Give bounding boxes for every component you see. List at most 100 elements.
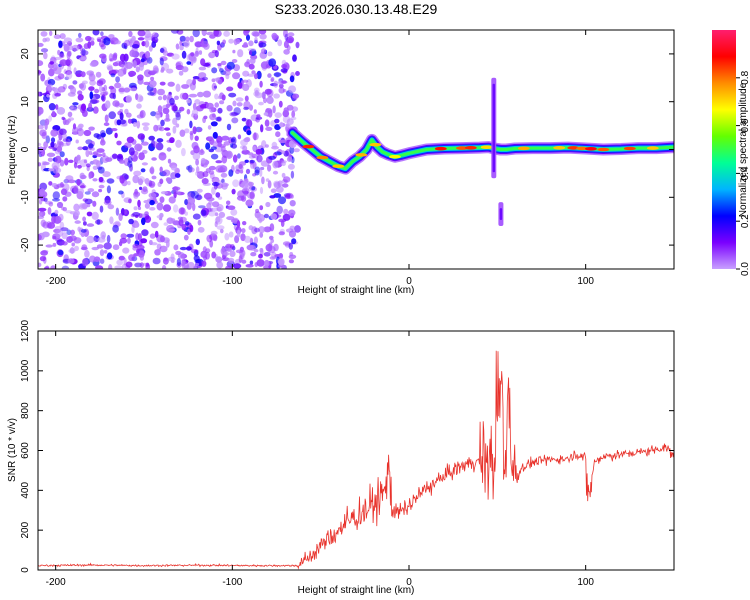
noise-blob — [259, 168, 263, 177]
noise-blob — [118, 190, 124, 195]
noise-blob — [55, 104, 59, 110]
snr-series — [38, 350, 674, 570]
noise-blob — [281, 172, 286, 178]
noise-blob — [210, 146, 217, 150]
noise-blob — [149, 70, 158, 74]
noise-blob — [160, 119, 165, 127]
noise-blob — [167, 95, 172, 99]
noise-blob — [235, 169, 241, 175]
noise-blob — [141, 162, 148, 166]
noise-blob — [253, 109, 257, 114]
snr-ytick-label: 0 — [20, 567, 31, 573]
noise-blob — [173, 191, 177, 199]
noise-blob — [256, 154, 263, 163]
snr-xtick-label: 0 — [406, 577, 412, 588]
noise-blob — [228, 231, 234, 238]
noise-blob — [244, 235, 252, 243]
noise-blob — [212, 131, 218, 139]
noise-blob — [104, 114, 109, 123]
noise-blob — [48, 103, 56, 111]
noise-blob — [244, 159, 249, 163]
noise-blob — [114, 220, 121, 225]
noise-blob — [160, 191, 169, 195]
noise-blob — [254, 166, 261, 174]
noise-blob — [45, 85, 53, 93]
noise-blob — [283, 176, 291, 183]
snr-ylabel: SNR (10 * v/v) — [7, 418, 18, 482]
colorbar-tick-label: 0.2 — [740, 214, 750, 228]
noise-blob — [128, 254, 135, 262]
noise-blob — [39, 129, 47, 137]
noise-blob — [143, 81, 151, 86]
noise-blob — [181, 66, 189, 73]
noise-blob — [67, 258, 75, 264]
noise-blob — [70, 185, 78, 193]
noise-blob — [278, 87, 285, 94]
noise-blob — [141, 141, 149, 146]
noise-blob — [48, 202, 54, 207]
noise-blob — [248, 40, 254, 47]
noise-blob — [291, 106, 299, 112]
noise-blob — [47, 78, 56, 86]
noise-blob — [281, 150, 285, 155]
noise-blob — [192, 202, 196, 212]
noise-blob — [85, 149, 90, 158]
noise-blob — [189, 132, 194, 141]
noise-blob — [151, 41, 157, 48]
noise-blob — [172, 220, 181, 226]
noise-blob — [77, 94, 84, 101]
noise-blob — [264, 88, 272, 95]
noise-blob — [43, 197, 48, 202]
noise-blob — [278, 83, 284, 89]
noise-blob — [112, 62, 119, 67]
noise-blob — [267, 73, 272, 78]
noise-blob — [91, 211, 99, 220]
noise-blob — [200, 157, 206, 164]
noise-blob — [149, 207, 156, 211]
noise-blob — [188, 167, 195, 173]
noise-blob — [253, 249, 259, 253]
noise-blob — [56, 145, 63, 153]
noise-blob — [268, 58, 277, 67]
noise-blob — [166, 68, 174, 74]
noise-blob — [265, 178, 270, 182]
noise-blob — [249, 57, 256, 64]
noise-blob — [38, 199, 43, 205]
noise-blob — [92, 159, 99, 165]
noise-blob — [132, 60, 137, 69]
noise-blob — [195, 158, 200, 166]
noise-blob — [112, 244, 120, 251]
noise-blob — [46, 152, 56, 157]
noise-blob — [136, 248, 140, 254]
noise-blob — [52, 242, 57, 247]
noise-blob — [208, 165, 216, 171]
noise-blob — [100, 139, 106, 146]
noise-blob — [226, 200, 231, 206]
noise-blob — [166, 228, 176, 232]
noise-blob — [123, 209, 128, 215]
noise-blob — [171, 53, 180, 60]
ridge-hotspot — [332, 164, 345, 168]
noise-blob — [170, 172, 177, 180]
noise-blob — [229, 143, 234, 148]
noise-blob — [273, 80, 279, 88]
noise-blob — [49, 30, 53, 36]
noise-blob — [80, 232, 85, 238]
noise-blob — [186, 99, 191, 104]
noise-blob — [80, 50, 89, 56]
noise-blob — [152, 257, 161, 265]
noise-blob — [106, 178, 115, 184]
noise-blob — [137, 199, 141, 208]
noise-blob — [255, 148, 263, 155]
noise-blob — [179, 45, 184, 51]
noise-blob — [83, 221, 87, 226]
noise-blob — [150, 111, 157, 117]
noise-blob — [178, 218, 184, 227]
ridge-hotspot — [585, 147, 597, 151]
noise-blob — [86, 211, 93, 217]
noise-blob — [92, 178, 98, 182]
noise-blob — [287, 32, 295, 37]
noise-blob — [161, 62, 170, 71]
noise-blob — [221, 145, 226, 153]
